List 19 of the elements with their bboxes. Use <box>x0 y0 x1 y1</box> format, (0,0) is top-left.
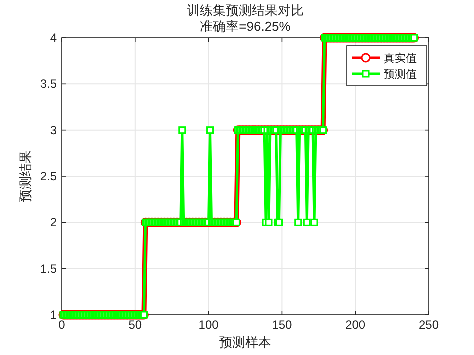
xtick: 50 <box>128 318 142 332</box>
subtitle: 准确率=96.25% <box>200 19 291 34</box>
xtick: 100 <box>198 318 219 332</box>
xtick: 150 <box>272 318 292 332</box>
ytick: 3 <box>50 123 57 138</box>
ytick: 3.5 <box>40 77 57 92</box>
ytick: 2.5 <box>40 170 57 184</box>
xtick: 200 <box>346 318 366 332</box>
xlabel: 预测样本 <box>220 335 272 350</box>
ytick: 1.5 <box>40 262 57 276</box>
legend-label: 真实值 <box>384 52 417 65</box>
ytick: 2 <box>50 216 57 230</box>
ytick: 4 <box>50 31 57 45</box>
xtick: 250 <box>418 318 440 332</box>
title: 训练集预测结果对比 <box>187 3 304 18</box>
xtick: 0 <box>58 318 66 332</box>
ylabel: 预测结果 <box>18 150 33 202</box>
ytick: 1 <box>50 308 57 322</box>
legend-label: 预测值 <box>384 69 417 81</box>
